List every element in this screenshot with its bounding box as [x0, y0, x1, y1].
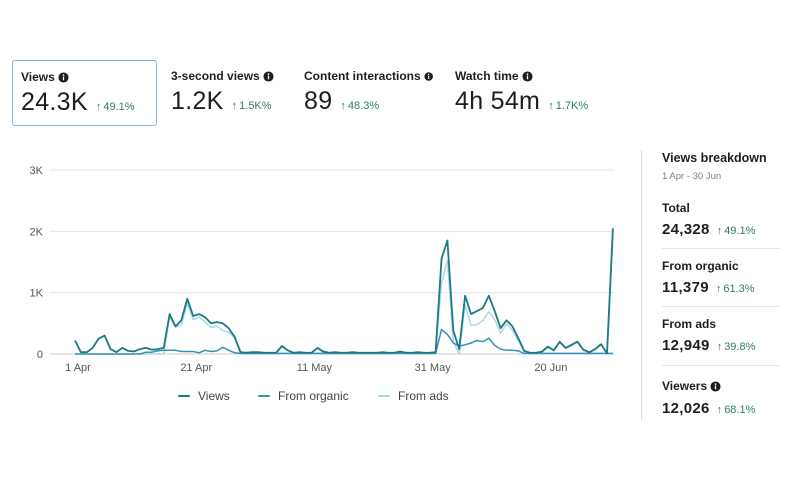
- x-tick-label: 20 Jun: [534, 362, 567, 374]
- breakdown-separator: [662, 248, 780, 249]
- legend-swatch: [258, 394, 270, 398]
- breakdown-row-total: 24,328 ↑ 49.1%: [662, 221, 755, 238]
- x-tick-label: 31 May: [415, 362, 452, 374]
- breakdown-change: 49.1%: [724, 225, 756, 237]
- breakdown-label: From organic: [662, 259, 739, 273]
- breakdown-value: 24,328: [662, 221, 710, 238]
- metric-value: 24.3K: [21, 88, 88, 116]
- breakdown-label-ads: From ads: [662, 317, 716, 331]
- legend-label: From organic: [278, 389, 349, 403]
- info-icon[interactable]: [424, 71, 433, 82]
- arrow-up-icon: ↑: [715, 283, 722, 295]
- metric-card-content-interactions[interactable]: Content interactions 89 ↑ 48.3%: [296, 60, 441, 126]
- metric-value: 89: [304, 87, 333, 115]
- legend-label: From ads: [398, 389, 449, 403]
- x-tick-label: 21 Apr: [180, 362, 212, 374]
- breakdown-row-ads: 12,949 ↑ 39.8%: [662, 337, 755, 354]
- metric-title: Views: [21, 70, 55, 84]
- breakdown-label-viewers: Viewers: [662, 379, 721, 393]
- series-line-from-ads: [75, 237, 614, 355]
- breakdown-value: 11,379: [662, 279, 709, 296]
- metric-value: 4h 54m: [455, 87, 541, 115]
- y-tick-label: 3K: [30, 165, 44, 177]
- legend-swatch: [378, 394, 390, 398]
- arrow-up-icon: ↑: [548, 100, 554, 112]
- info-icon[interactable]: [522, 70, 533, 82]
- metric-title: 3-second views: [171, 69, 260, 83]
- y-tick-label: 1K: [30, 288, 44, 300]
- legend-item-from-ads[interactable]: From ads: [378, 389, 449, 403]
- metric-change: 1.5K%: [239, 100, 272, 112]
- breakdown-label: Total: [662, 201, 690, 215]
- legend-item-views[interactable]: Views: [178, 389, 230, 403]
- arrow-up-icon: ↑: [95, 101, 102, 113]
- y-tick-label: 2K: [30, 226, 44, 238]
- legend-swatch: [178, 394, 190, 398]
- breakdown-separator: [662, 306, 780, 307]
- breakdown-value: 12,949: [662, 337, 710, 354]
- breakdown-date-range: 1 Apr - 30 Jun: [662, 171, 722, 182]
- breakdown-change: 39.8%: [724, 341, 756, 353]
- breakdown-separator: [662, 365, 780, 366]
- info-icon[interactable]: [710, 380, 721, 392]
- breakdown-row-viewers: 12,026 ↑ 68.1%: [662, 400, 755, 417]
- info-icon[interactable]: [58, 71, 69, 83]
- views-line-chart[interactable]: 3K 2K 1K 0 1 Apr 21 Apr 11 May 31 May 20 Jun: [22, 150, 622, 380]
- metric-card-watch-time[interactable]: Watch time 4h 54m ↑ 1.7K%: [447, 60, 617, 126]
- legend-item-from-organic[interactable]: From organic: [258, 389, 349, 403]
- breakdown-change: 61.3%: [723, 283, 755, 295]
- breakdown-value: 12,026: [662, 400, 710, 417]
- breakdown-label-organic: From organic: [662, 259, 739, 273]
- breakdown-title: Views breakdown: [662, 151, 767, 165]
- breakdown-change: 68.1%: [724, 404, 756, 416]
- metric-title: Content interactions: [304, 69, 421, 83]
- arrow-up-icon: ↑: [716, 341, 723, 353]
- x-tick-label: 1 Apr: [65, 362, 91, 374]
- series-line-views: [74, 228, 614, 355]
- x-tick-label: 11 May: [297, 362, 333, 374]
- metric-card-views[interactable]: Views 24.3K ↑ 49.1%: [12, 60, 157, 126]
- arrow-up-icon: ↑: [716, 225, 723, 237]
- arrow-up-icon: ↑: [340, 100, 346, 112]
- metric-title: Watch time: [455, 69, 519, 83]
- metric-value: 1.2K: [171, 87, 224, 115]
- series-line-from-organic: [75, 328, 613, 355]
- breakdown-label-total: Total: [662, 201, 690, 215]
- y-tick-label: 0: [37, 349, 43, 361]
- info-icon[interactable]: [263, 70, 274, 82]
- breakdown-label: From ads: [662, 317, 717, 331]
- panel-divider: [641, 150, 642, 420]
- breakdown-label: Viewers: [662, 379, 708, 393]
- metric-change: 1.7K%: [555, 100, 589, 112]
- metric-card-3-second-views[interactable]: 3-second views 1.2K ↑ 1.5K%: [163, 60, 291, 126]
- legend-label: Views: [198, 389, 230, 403]
- arrow-up-icon: ↑: [231, 100, 238, 112]
- arrow-up-icon: ↑: [716, 404, 723, 416]
- breakdown-row-organic: 11,379 ↑ 61.3%: [662, 279, 755, 296]
- metric-change: 49.1%: [103, 101, 135, 113]
- metric-change: 48.3%: [347, 100, 380, 112]
